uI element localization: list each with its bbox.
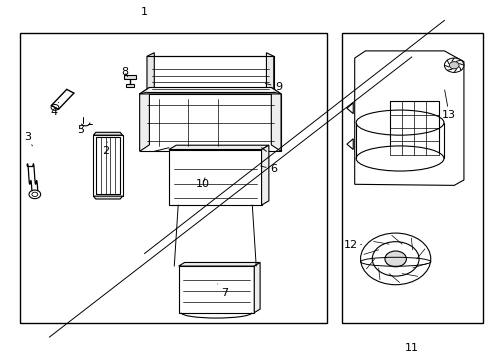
Text: 2: 2 — [102, 142, 109, 156]
Polygon shape — [261, 145, 268, 205]
Polygon shape — [96, 137, 120, 194]
Polygon shape — [271, 87, 281, 151]
Circle shape — [384, 251, 406, 267]
Bar — [341, 33, 483, 323]
Polygon shape — [147, 56, 273, 92]
Polygon shape — [124, 75, 136, 79]
Circle shape — [360, 233, 430, 285]
Circle shape — [371, 242, 418, 276]
Text: 3: 3 — [24, 132, 32, 146]
Circle shape — [51, 104, 59, 110]
Circle shape — [29, 190, 41, 199]
Text: 6: 6 — [260, 164, 277, 174]
Polygon shape — [125, 84, 134, 87]
Text: 13: 13 — [441, 90, 455, 121]
Polygon shape — [354, 51, 463, 185]
Text: 4: 4 — [51, 102, 59, 117]
Text: 8: 8 — [121, 67, 128, 77]
Ellipse shape — [355, 146, 443, 171]
Text: 1: 1 — [141, 7, 148, 17]
Text: 11: 11 — [404, 343, 418, 353]
Text: 12: 12 — [343, 239, 361, 249]
Polygon shape — [346, 139, 352, 149]
Polygon shape — [140, 87, 149, 151]
Circle shape — [444, 58, 463, 72]
Circle shape — [32, 192, 38, 197]
Text: 5: 5 — [78, 125, 84, 135]
Polygon shape — [254, 262, 260, 313]
Text: 9: 9 — [265, 82, 282, 92]
Polygon shape — [140, 94, 281, 151]
Polygon shape — [93, 196, 122, 199]
Polygon shape — [178, 262, 260, 266]
Text: 7: 7 — [217, 284, 228, 298]
Polygon shape — [140, 87, 281, 94]
Polygon shape — [93, 132, 122, 135]
Polygon shape — [266, 53, 273, 92]
Circle shape — [448, 62, 458, 69]
Polygon shape — [147, 53, 154, 92]
Polygon shape — [93, 135, 122, 196]
Polygon shape — [389, 101, 438, 155]
Polygon shape — [178, 266, 254, 313]
Polygon shape — [168, 145, 268, 149]
Bar — [20, 33, 327, 323]
Text: 10: 10 — [196, 178, 210, 189]
Polygon shape — [168, 149, 261, 205]
Polygon shape — [346, 103, 352, 114]
